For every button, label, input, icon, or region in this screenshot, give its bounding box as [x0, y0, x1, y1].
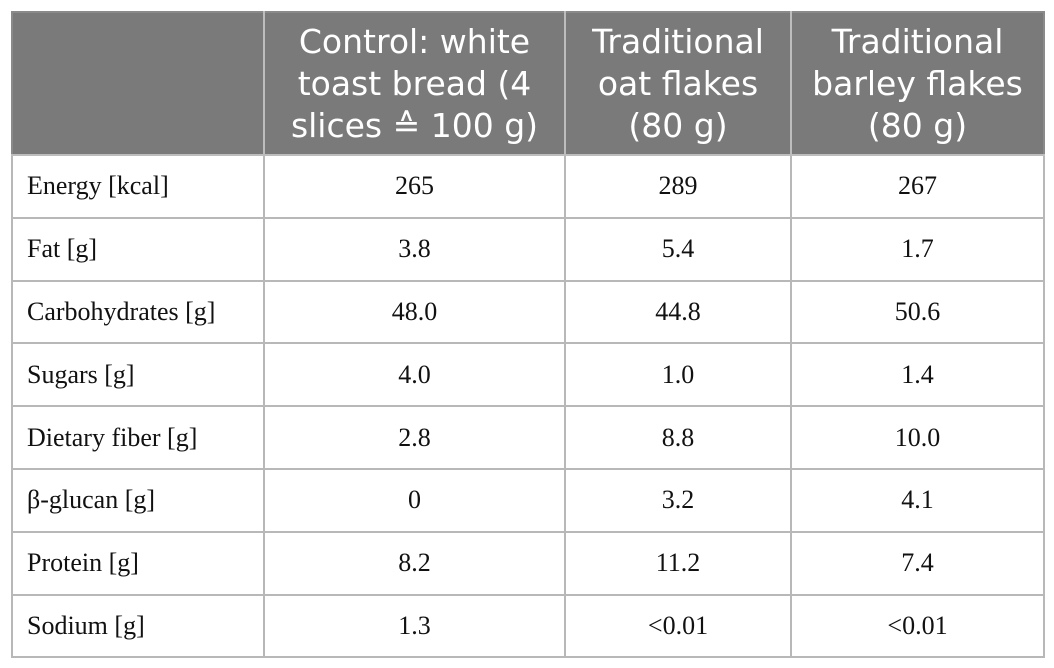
nutrition-table: Control: white toast bread (4 slices ≙ 1… — [11, 11, 1045, 659]
cell-oat: 289 — [564, 154, 792, 219]
cell-oat: 44.8 — [564, 279, 792, 345]
table-row: Sodium [g] 1.3 <0.01 <0.01 — [11, 593, 1045, 659]
cell-control: 3.8 — [263, 216, 566, 282]
row-label: Sodium [g] — [11, 593, 265, 659]
header-cell-empty — [11, 11, 265, 156]
cell-barley: 267 — [790, 154, 1045, 219]
cell-control: 4.0 — [263, 342, 566, 408]
row-label: Sugars [g] — [11, 342, 265, 408]
row-label: Fat [g] — [11, 216, 265, 282]
cell-barley: 50.6 — [790, 279, 1045, 345]
cell-barley: 1.4 — [790, 342, 1045, 408]
cell-barley: 7.4 — [790, 530, 1045, 596]
header-cell-control: Control: white toast bread (4 slices ≙ 1… — [263, 11, 566, 156]
cell-control: 1.3 — [263, 593, 566, 659]
table-header: Control: white toast bread (4 slices ≙ 1… — [11, 11, 1045, 156]
header-cell-barley: Traditional barley flakes (80 g) — [790, 11, 1045, 156]
header-cell-oat: Traditional oat flakes (80 g) — [564, 11, 792, 156]
cell-control: 0 — [263, 467, 566, 533]
cell-barley: 10.0 — [790, 405, 1045, 470]
cell-oat: <0.01 — [564, 593, 792, 659]
cell-oat: 1.0 — [564, 342, 792, 408]
row-label: Dietary fiber [g] — [11, 405, 265, 470]
table-row: Carbohydrates [g] 48.0 44.8 50.6 — [11, 279, 1045, 345]
table-row: Dietary fiber [g] 2.8 8.8 10.0 — [11, 405, 1045, 470]
row-label: β-glucan [g] — [11, 467, 265, 533]
table-row: Sugars [g] 4.0 1.0 1.4 — [11, 342, 1045, 408]
row-label: Protein [g] — [11, 530, 265, 596]
cell-oat: 11.2 — [564, 530, 792, 596]
header-row: Control: white toast bread (4 slices ≙ 1… — [11, 11, 1045, 156]
table-body: Energy [kcal] 265 289 267 Fat [g] 3.8 5.… — [11, 154, 1045, 659]
table-row: Fat [g] 3.8 5.4 1.7 — [11, 216, 1045, 282]
cell-control: 265 — [263, 154, 566, 219]
cell-oat: 5.4 — [564, 216, 792, 282]
cell-control: 8.2 — [263, 530, 566, 596]
table-row: Energy [kcal] 265 289 267 — [11, 154, 1045, 219]
cell-control: 48.0 — [263, 279, 566, 345]
row-label: Carbohydrates [g] — [11, 279, 265, 345]
table-row: Protein [g] 8.2 11.2 7.4 — [11, 530, 1045, 596]
cell-oat: 8.8 — [564, 405, 792, 470]
cell-barley: 4.1 — [790, 467, 1045, 533]
table-row: β-glucan [g] 0 3.2 4.1 — [11, 467, 1045, 533]
cell-barley: <0.01 — [790, 593, 1045, 659]
cell-oat: 3.2 — [564, 467, 792, 533]
row-label: Energy [kcal] — [11, 154, 265, 219]
cell-control: 2.8 — [263, 405, 566, 470]
cell-barley: 1.7 — [790, 216, 1045, 282]
